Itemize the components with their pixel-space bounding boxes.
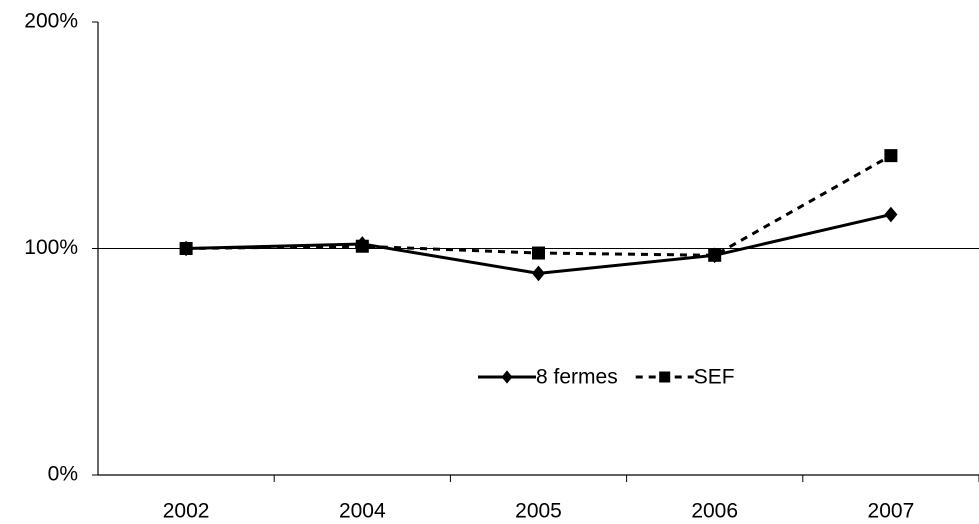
point — [179, 242, 193, 255]
x-tick-label: 2007 — [868, 500, 915, 523]
x-tick-label: 2004 — [339, 500, 386, 523]
legend-label: 8 fermes — [536, 366, 618, 389]
x-tick-label: 2005 — [515, 500, 562, 523]
y-tick-label: 200% — [24, 10, 78, 33]
legend-marker — [659, 371, 671, 383]
series-line — [186, 213, 892, 275]
legend-label: SEF — [694, 366, 735, 389]
x-tick-label: 2002 — [163, 500, 210, 523]
point — [884, 206, 898, 223]
y-tick-label: 100% — [24, 236, 78, 259]
point — [532, 265, 545, 282]
legend: 8 fermes SEF — [478, 366, 735, 389]
point — [708, 248, 722, 262]
point — [355, 239, 369, 253]
x-tick-label: 2006 — [691, 500, 738, 523]
point — [884, 149, 898, 163]
point — [532, 246, 545, 260]
y-tick-label: 0% — [48, 463, 78, 486]
legend-marker — [501, 370, 513, 384]
